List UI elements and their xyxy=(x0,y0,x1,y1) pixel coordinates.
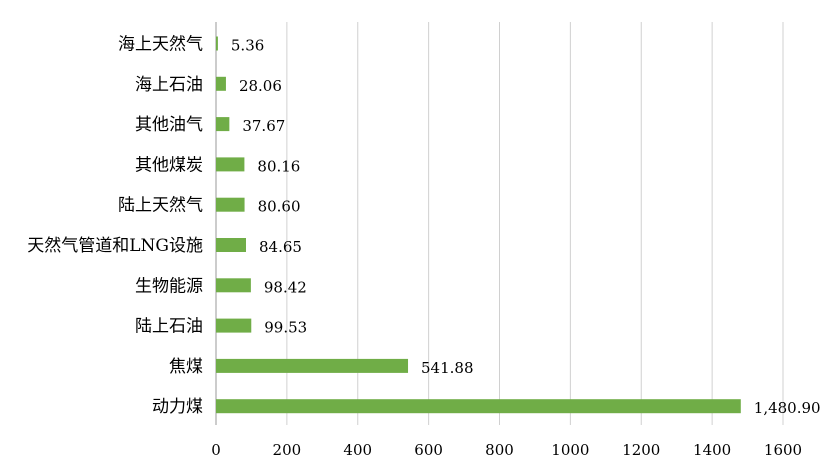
bar xyxy=(216,36,218,51)
x-axis-tick-labels: 0 200 400 600 800 1000 1200 1400 1600 xyxy=(211,441,802,459)
gridlines xyxy=(215,22,784,425)
x-tick-label: 1400 xyxy=(693,441,731,459)
category-label: 陆上天然气 xyxy=(118,196,203,216)
x-tick-label: 800 xyxy=(485,441,514,459)
value-label: 1,480.90 xyxy=(754,399,821,417)
value-label: 80.60 xyxy=(258,198,301,216)
bars xyxy=(216,36,741,414)
x-tick-label: 1000 xyxy=(551,441,589,459)
value-label: 37.67 xyxy=(242,117,285,135)
value-label: 541.88 xyxy=(421,359,474,377)
bar xyxy=(216,278,251,293)
category-label: 海上石油 xyxy=(135,75,203,95)
category-label: 焦煤 xyxy=(169,357,203,377)
bar xyxy=(216,358,409,373)
category-label: 其他油气 xyxy=(135,115,203,135)
value-label: 99.53 xyxy=(264,319,307,337)
x-tick-label: 1200 xyxy=(622,441,660,459)
category-label: 生物能源 xyxy=(135,276,203,296)
value-label: 98.42 xyxy=(264,278,307,296)
category-label: 动力煤 xyxy=(152,397,203,417)
value-label: 28.06 xyxy=(239,77,282,95)
category-label: 陆上石油 xyxy=(135,317,203,337)
category-label: 海上天然气 xyxy=(118,35,203,55)
x-tick-label: 1600 xyxy=(764,441,802,459)
x-tick-label: 400 xyxy=(343,441,372,459)
bar xyxy=(216,117,230,132)
bar xyxy=(216,76,226,91)
bar xyxy=(216,399,741,414)
bar xyxy=(216,197,245,212)
x-tick-label: 0 xyxy=(211,441,221,459)
x-tick-label: 600 xyxy=(414,441,443,459)
value-labels: 5.36 28.06 37.67 80.16 80.60 84.65 98.42 99.53 5… xyxy=(231,37,821,418)
bar xyxy=(216,318,252,333)
value-label: 5.36 xyxy=(231,37,264,55)
bar xyxy=(216,157,245,172)
category-label: 其他煤炭 xyxy=(135,155,203,175)
value-label: 84.65 xyxy=(259,238,302,256)
bar xyxy=(216,238,246,252)
category-label: 天然气管道和LNG设施 xyxy=(27,236,203,256)
category-labels: 海上天然气海上石油其他油气其他煤炭陆上天然气天然气管道和LNG设施生物能源陆上石… xyxy=(27,35,203,418)
value-label: 80.16 xyxy=(257,157,300,175)
x-tick-label: 200 xyxy=(273,441,302,459)
